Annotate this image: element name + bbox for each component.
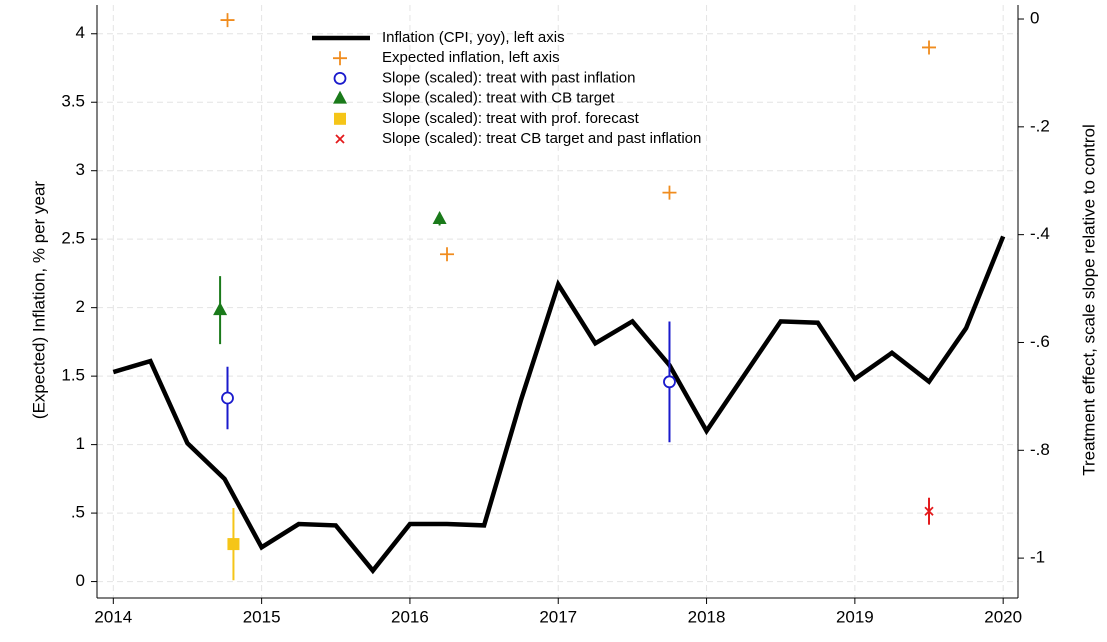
x-tick-label: 2020 <box>984 607 1022 626</box>
marker <box>663 375 676 389</box>
marker <box>221 391 234 405</box>
marker <box>220 13 235 28</box>
marker <box>662 185 677 200</box>
y2-tick-label: -.2 <box>1030 116 1050 135</box>
legend-swatch <box>333 72 347 85</box>
legend-label: Slope (scaled): treat with past inflatio… <box>382 69 635 86</box>
y-tick-label: 4 <box>76 23 85 42</box>
x-tick-label: 2019 <box>836 607 874 626</box>
y-tick-label: 3.5 <box>61 92 85 111</box>
marker <box>227 538 240 551</box>
x-tick-label: 2016 <box>391 607 429 626</box>
y-tick-label: 0 <box>76 571 85 590</box>
legend-label: Inflation (CPI, yoy), left axis <box>382 29 565 46</box>
x-tick-label: 2017 <box>539 607 577 626</box>
y-tick-label: .5 <box>71 503 85 522</box>
y2-tick-label: -.4 <box>1030 224 1050 243</box>
y2-axis-title: Treatment effect, scale slope relative t… <box>1079 124 1098 476</box>
y-tick-label: 2 <box>76 297 85 316</box>
marker <box>924 506 934 516</box>
legend-label: Slope (scaled): treat with prof. forecas… <box>382 110 640 127</box>
legend-label: Slope (scaled): treat CB target and past… <box>382 130 701 147</box>
y2-tick-label: 0 <box>1030 9 1039 28</box>
y2-tick-label: -.8 <box>1030 440 1050 459</box>
marker <box>440 247 455 262</box>
y-tick-label: 3 <box>76 160 85 179</box>
marker <box>432 211 447 225</box>
y-tick-label: 2.5 <box>61 229 85 248</box>
legend-label: Expected inflation, left axis <box>382 49 560 66</box>
line <box>112 235 1006 575</box>
y2-tick-label: -.6 <box>1030 332 1050 351</box>
y2-tick-label: -1 <box>1030 548 1045 567</box>
legend-swatch <box>334 112 346 125</box>
legend: Inflation (CPI, yoy), left axis Expected … <box>312 29 701 147</box>
marker <box>922 40 937 55</box>
legend-swatch <box>333 90 347 104</box>
x-tick-label: 2014 <box>94 607 132 626</box>
x-tick-label: 2015 <box>243 607 281 626</box>
marker <box>213 302 228 316</box>
legend-swatch <box>333 51 347 66</box>
y-tick-label: 1.5 <box>61 366 85 385</box>
x-tick-label: 2018 <box>688 607 726 626</box>
y-axis-title: (Expected) Inflation, % per year <box>29 181 48 419</box>
legend-swatch <box>335 134 345 144</box>
y-tick-label: 1 <box>76 434 85 453</box>
legend-label: Slope (scaled): treat with CB target <box>382 90 615 107</box>
